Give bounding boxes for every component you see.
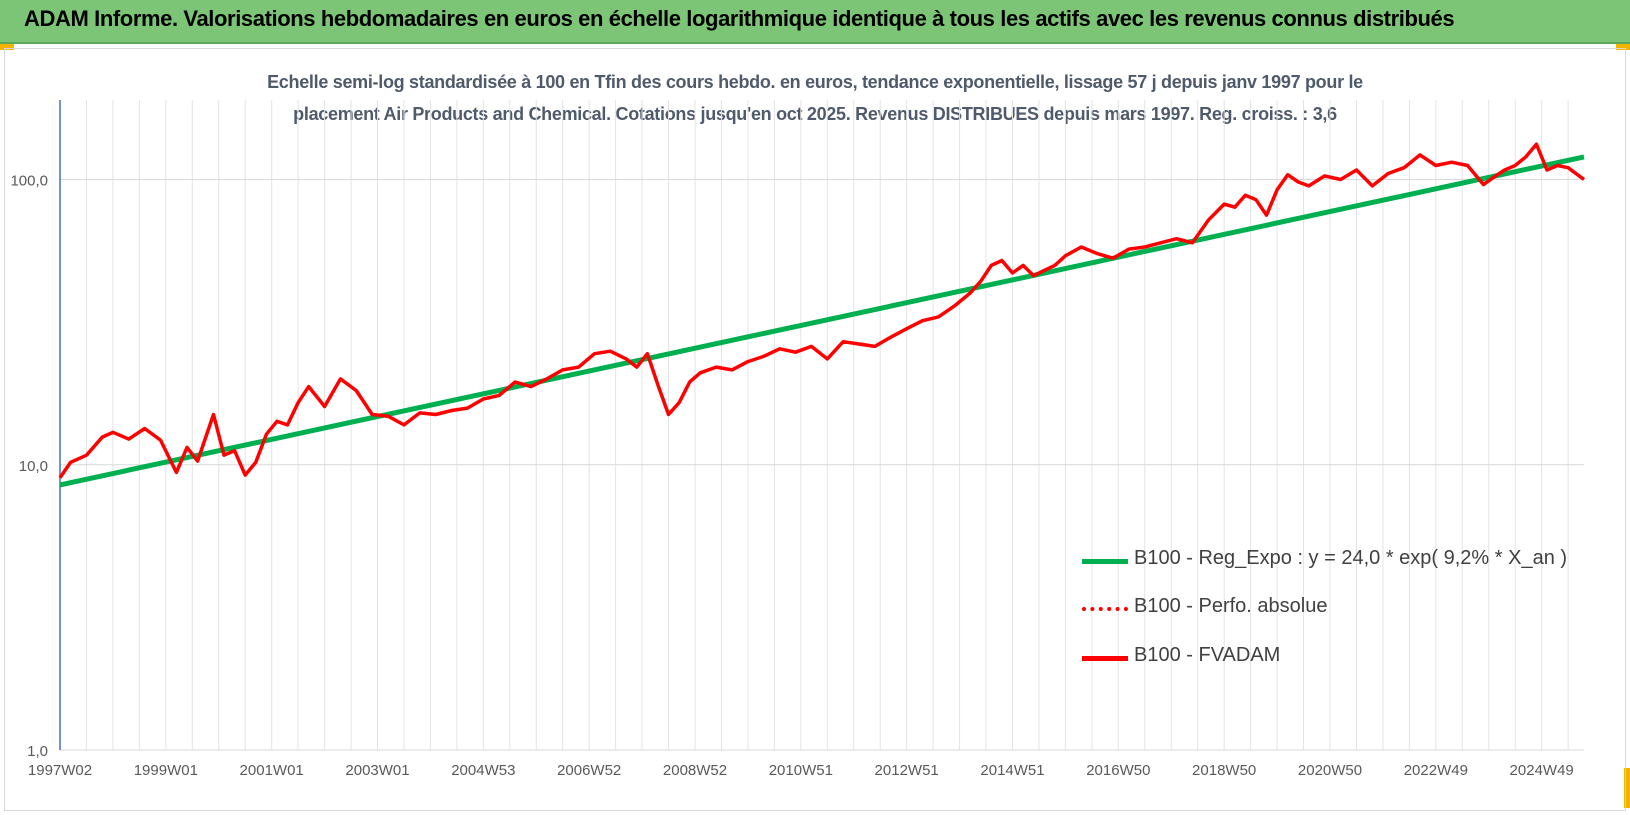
legend-swatch-reg-expo — [1082, 559, 1128, 564]
chart-subtitle-line-1: Echelle semi-log standardisée à 100 en T… — [267, 72, 1363, 92]
x-tick-label: 2014W51 — [980, 762, 1044, 779]
series-line-reg-expo — [59, 154, 1585, 488]
x-tick-label: 2008W52 — [663, 762, 727, 779]
y-tick-label: 10,0 — [19, 458, 48, 475]
series-line-fvadam — [58, 142, 1586, 479]
legend-swatch-fvadam — [1082, 656, 1128, 661]
x-tick-label: 2003W01 — [345, 762, 409, 779]
x-tick-label: 1999W01 — [134, 762, 198, 779]
x-tick-label: 2022W49 — [1404, 762, 1468, 779]
y-tick-label: 100,0 — [10, 173, 48, 190]
legend-label-perfo-absolue: B100 - Perfo. absolue — [1134, 595, 1328, 617]
x-tick-label: 2010W51 — [769, 762, 833, 779]
chart-frame — [4, 48, 1626, 811]
x-tick-label: 2001W01 — [240, 762, 304, 779]
x-tick-label: 2024W49 — [1510, 762, 1574, 779]
corner-marker-top-left — [0, 44, 14, 50]
x-tick-label: 2020W50 — [1298, 762, 1362, 779]
legend-label-reg-expo: B100 - Reg_Expo : y = 24,0 * exp( 9,2% *… — [1134, 547, 1568, 569]
report-banner: ADAM Informe. Valorisations hebdomadaire… — [0, 0, 1630, 44]
report-title: ADAM Informe. Valorisations hebdomadaire… — [24, 6, 1455, 31]
corner-marker-bottom-right — [1624, 768, 1630, 808]
legend-label-fvadam: B100 - FVADAM — [1134, 644, 1281, 666]
corner-marker-top-right — [1616, 44, 1630, 50]
x-tick-label: 2004W53 — [451, 762, 515, 779]
x-tick-label: 2016W50 — [1086, 762, 1150, 779]
y-tick-label: 1,0 — [27, 743, 48, 760]
x-tick-label: 2018W50 — [1192, 762, 1256, 779]
legend-swatch-perfo-absolue — [1082, 607, 1128, 611]
x-tick-label: 2006W52 — [557, 762, 621, 779]
chart-subtitle-line-2: placement Air Products and Chemical. Cot… — [293, 104, 1337, 124]
x-tick-label: 2012W51 — [875, 762, 939, 779]
x-tick-label: 1997W02 — [28, 762, 92, 779]
